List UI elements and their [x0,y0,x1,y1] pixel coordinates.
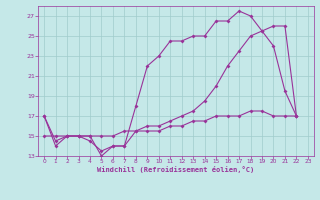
X-axis label: Windchill (Refroidissement éolien,°C): Windchill (Refroidissement éolien,°C) [97,166,255,173]
